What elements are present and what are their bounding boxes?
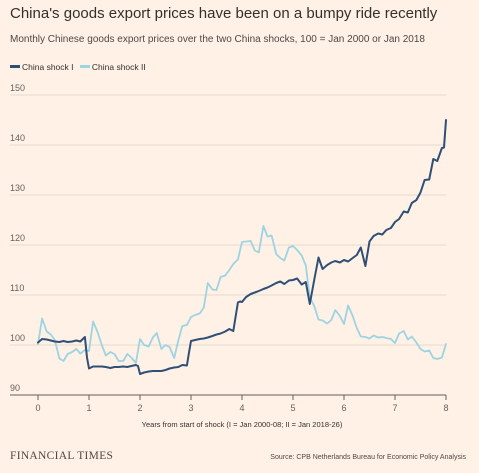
x-tick-label: 2	[137, 403, 142, 413]
x-tick-label: 1	[86, 403, 91, 413]
y-tick-label: 110	[10, 283, 24, 293]
axis-labels: 90 100 110 120 130 140 150 0 1 2 3 4 5 6 7 8	[10, 83, 449, 413]
legend-swatch-shock-1	[10, 65, 20, 68]
source-note: Source: CPB Netherlands Bureau for Econo…	[270, 454, 466, 461]
x-tick-label: 8	[443, 403, 448, 413]
legend-swatch-shock-2	[79, 65, 90, 68]
x-tick-label: 5	[290, 403, 295, 413]
chart-subtitle: Monthly Chinese goods export prices over…	[10, 34, 425, 45]
x-tick-label: 4	[239, 403, 244, 413]
chart-title: China's goods export prices have been on…	[10, 5, 438, 22]
legend-label-shock-1: China shock I	[22, 61, 74, 72]
x-axis-title: Years from start of shock (I = Jan 2000-…	[142, 420, 343, 429]
publisher-logo: FINANCIAL TIMES	[10, 450, 114, 462]
y-tick-label: 130	[10, 183, 25, 193]
y-tick-label: 140	[10, 133, 25, 143]
legend-label-shock-2: China shock II	[91, 61, 146, 72]
x-tick-label: 7	[392, 403, 397, 413]
x-tick-label: 6	[341, 403, 346, 413]
series-line-shock-1	[37, 119, 447, 375]
y-tick-label: 150	[10, 83, 25, 93]
x-tick-label: 3	[188, 403, 193, 413]
x-axis-ticks	[37, 395, 447, 400]
chart-legend: China shock I China shock II	[10, 60, 150, 72]
legend-item-shock-2: China shock II	[79, 61, 146, 72]
series-line-shock-2	[37, 225, 447, 364]
y-tick-label: 120	[10, 233, 25, 243]
x-tick-label: 0	[35, 403, 40, 413]
series-lines	[37, 119, 447, 375]
gridlines	[10, 94, 446, 396]
y-tick-label: 100	[10, 333, 25, 343]
y-tick-label: 90	[10, 383, 20, 393]
legend-item-shock-1: China shock I	[10, 62, 74, 72]
